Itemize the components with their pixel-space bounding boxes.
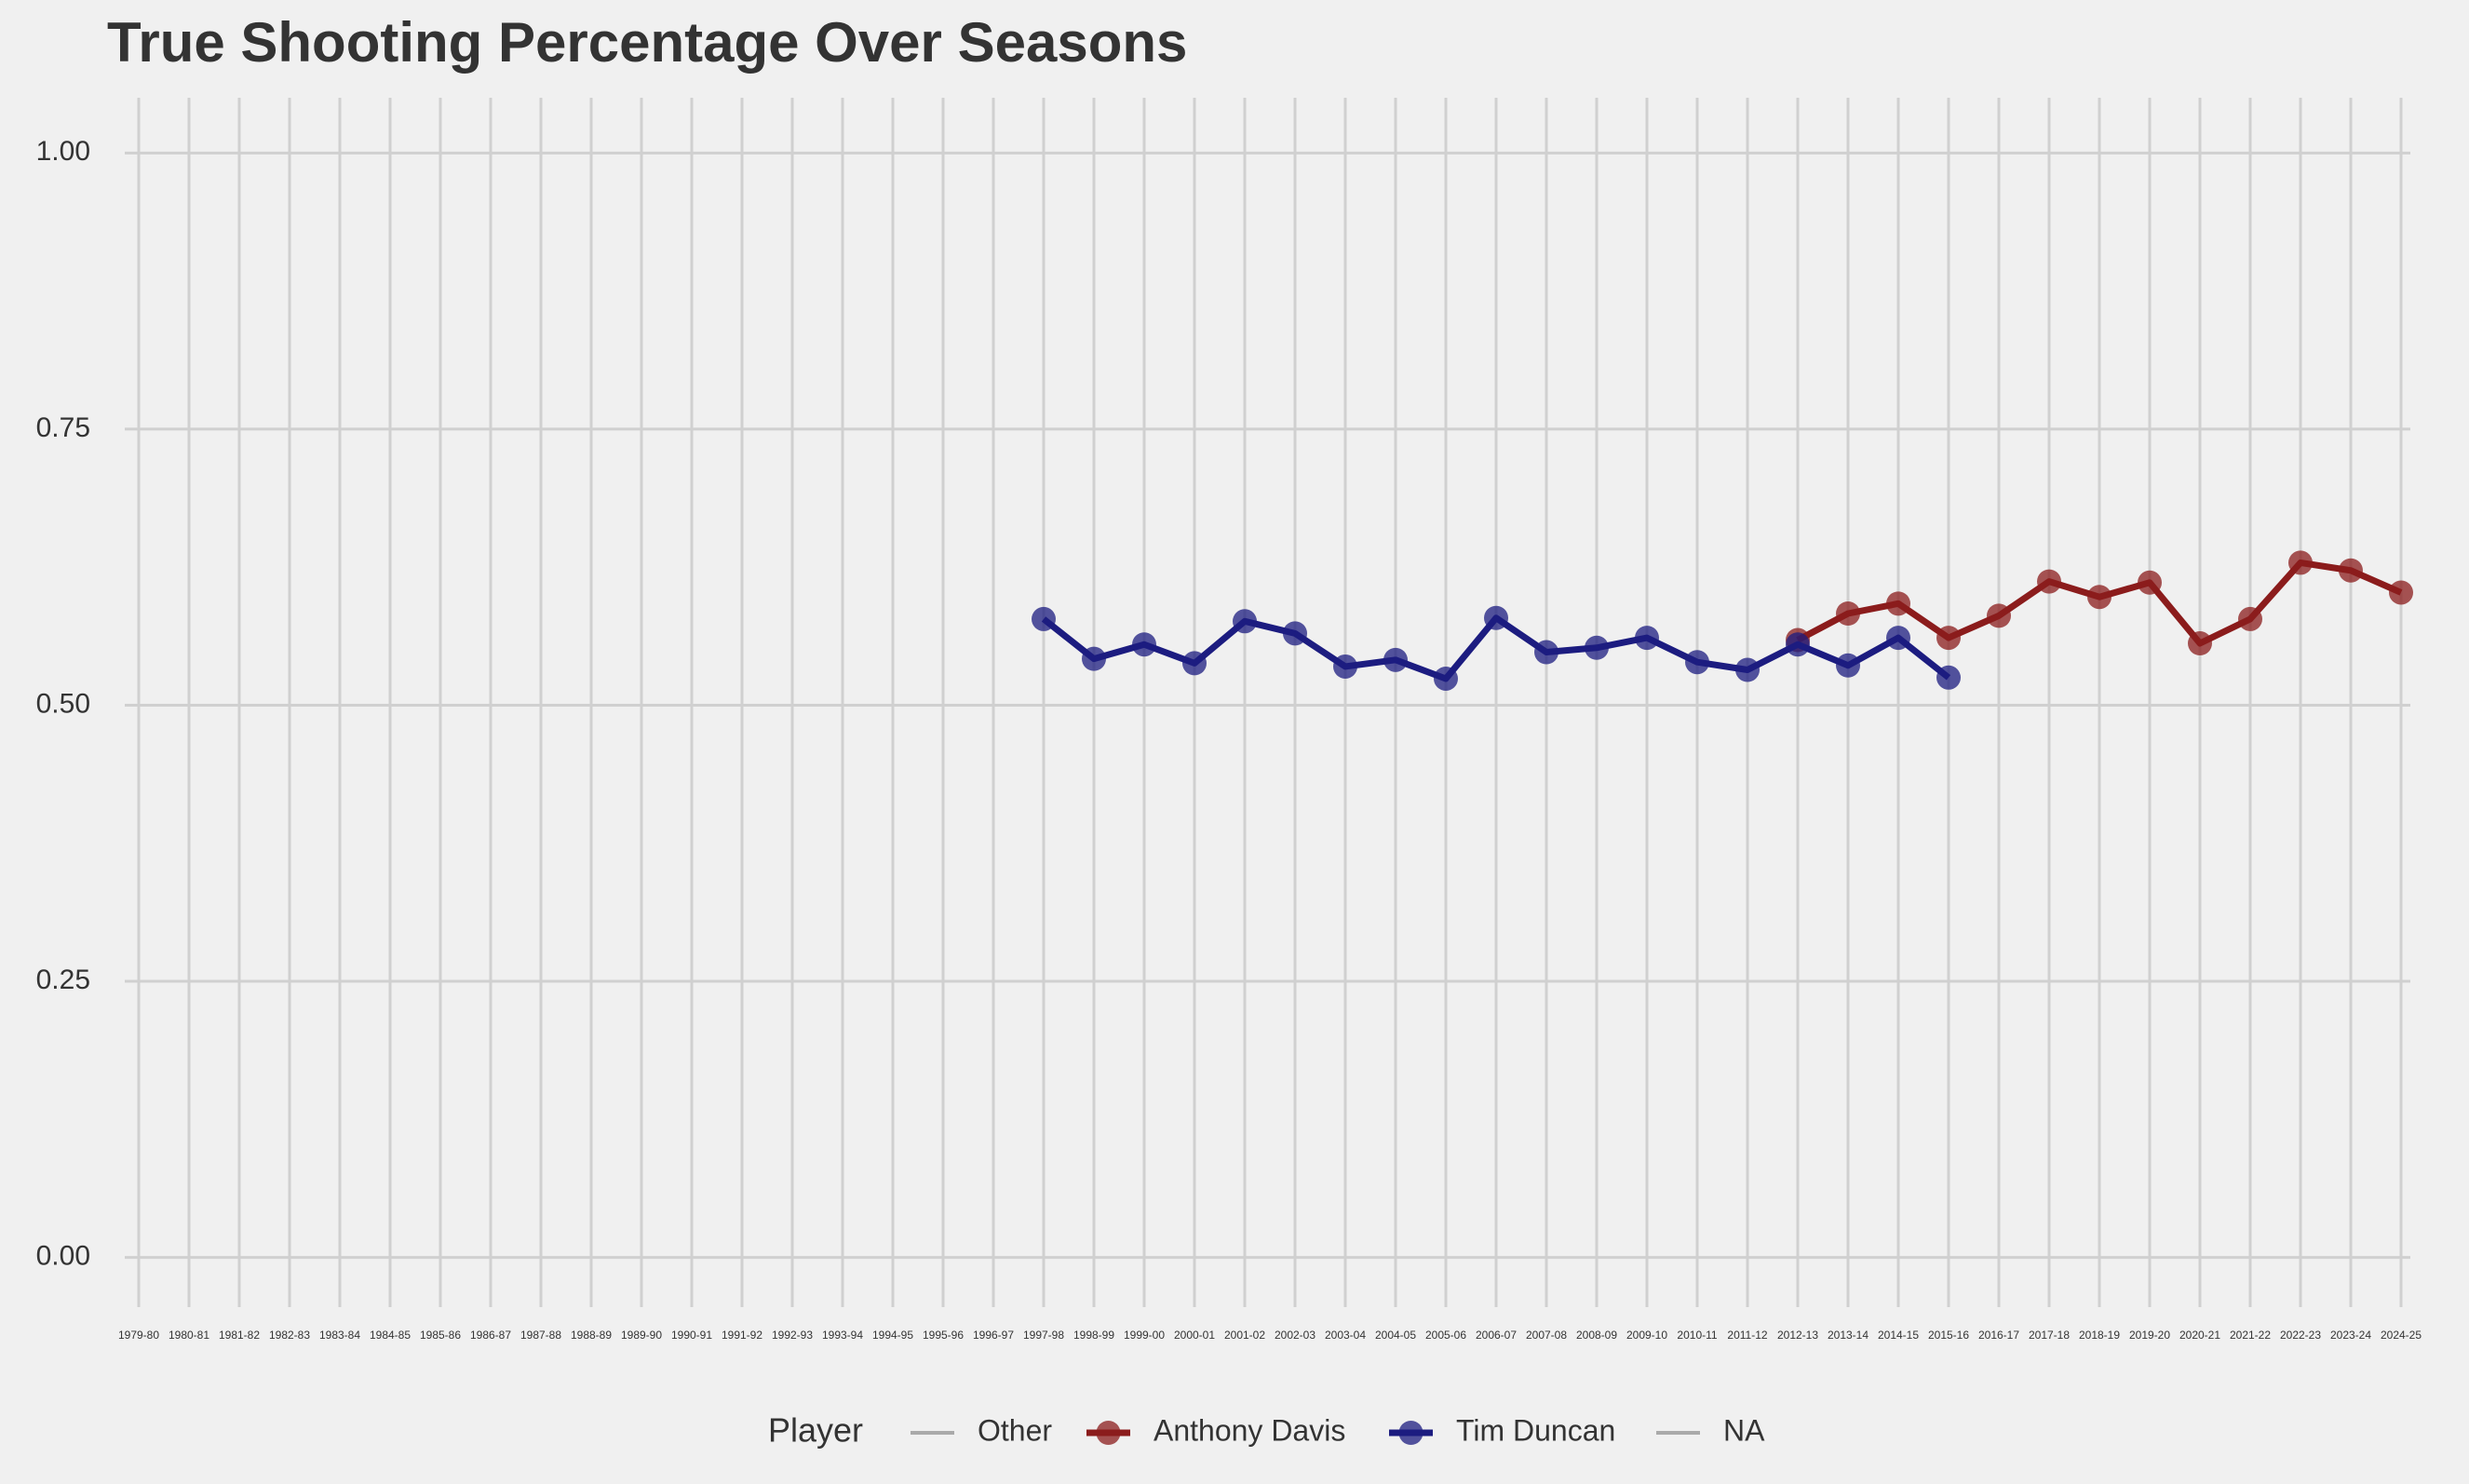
data-point bbox=[1836, 601, 1860, 627]
data-point bbox=[1987, 603, 2011, 628]
y-tick-label: 1.00 bbox=[36, 136, 90, 167]
x-tick-label: 1991-92 bbox=[722, 1329, 762, 1342]
data-point bbox=[1283, 621, 1307, 646]
x-tick-label: 1981-82 bbox=[219, 1329, 260, 1342]
legend-title: Player bbox=[768, 1411, 863, 1450]
x-tick-label: 1994-95 bbox=[872, 1329, 913, 1342]
data-point bbox=[2288, 550, 2313, 575]
x-tick-label: 1979-80 bbox=[118, 1329, 159, 1342]
y-tick-label: 0.25 bbox=[36, 965, 90, 995]
x-tick-label: 2000-01 bbox=[1174, 1329, 1215, 1342]
data-point bbox=[2238, 606, 2262, 631]
x-tick-label: 1990-91 bbox=[671, 1329, 712, 1342]
x-tick-label: 2017-18 bbox=[2029, 1329, 2070, 1342]
x-tick-label: 2002-03 bbox=[1275, 1329, 1315, 1342]
x-tick-label: 2015-16 bbox=[1928, 1329, 1969, 1342]
x-tick-label: 1999-00 bbox=[1124, 1329, 1165, 1342]
x-tick-label: 2016-17 bbox=[1978, 1329, 2019, 1342]
x-tick-label: 2019-20 bbox=[2129, 1329, 2170, 1342]
legend-swatch-point bbox=[1096, 1421, 1121, 1445]
data-point bbox=[1434, 666, 1458, 691]
x-tick-label: 1982-83 bbox=[269, 1329, 310, 1342]
data-point bbox=[1735, 657, 1760, 682]
x-tick-label: 2008-09 bbox=[1576, 1329, 1617, 1342]
x-tick-label: 2023-24 bbox=[2330, 1329, 2371, 1342]
x-tick-label: 2013-14 bbox=[1828, 1329, 1869, 1342]
x-tick-label: 2009-10 bbox=[1626, 1329, 1667, 1342]
data-point bbox=[1534, 640, 1558, 665]
data-point bbox=[1032, 606, 1056, 631]
x-tick-label: 2018-19 bbox=[2079, 1329, 2120, 1342]
x-tick-label: 1993-94 bbox=[822, 1329, 863, 1342]
data-point bbox=[1936, 626, 1961, 651]
data-point bbox=[1886, 626, 1910, 651]
data-point bbox=[2339, 558, 2363, 583]
x-tick-label: 2010-11 bbox=[1677, 1329, 1717, 1342]
x-tick-label: 2004-05 bbox=[1375, 1329, 1416, 1342]
x-tick-label: 1988-89 bbox=[571, 1329, 612, 1342]
x-tick-label: 2005-06 bbox=[1425, 1329, 1466, 1342]
x-tick-label: 2012-13 bbox=[1777, 1329, 1818, 1342]
x-tick-label: 2003-04 bbox=[1325, 1329, 1366, 1342]
marks bbox=[1032, 550, 2413, 691]
x-tick-label: 1980-81 bbox=[169, 1329, 209, 1342]
x-tick-label: 1987-88 bbox=[520, 1329, 561, 1342]
y-tick-label: 0.00 bbox=[36, 1241, 90, 1272]
data-point bbox=[1082, 646, 1106, 671]
legend-label: NA bbox=[1723, 1413, 1765, 1447]
data-point bbox=[1132, 632, 1156, 657]
data-point bbox=[2087, 585, 2111, 610]
x-tick-label: 2020-21 bbox=[2179, 1329, 2220, 1342]
data-point bbox=[1886, 591, 1910, 616]
data-point bbox=[2389, 580, 2413, 605]
data-point bbox=[1635, 626, 1659, 651]
grid: 1979-80 1980-81 1981-82 1982-83 1983-84 1984-… bbox=[36, 98, 2422, 1342]
x-tick-label: 1984-85 bbox=[370, 1329, 411, 1342]
x-tick-label: 1985-86 bbox=[420, 1329, 461, 1342]
x-tick-label: 2006-07 bbox=[1476, 1329, 1517, 1342]
x-tick-label: 1997-98 bbox=[1023, 1329, 1064, 1342]
legend-swatch-point bbox=[1398, 1421, 1423, 1445]
data-point bbox=[1936, 665, 1961, 690]
y-tick-label: 0.75 bbox=[36, 412, 90, 443]
x-tick-label: 1992-93 bbox=[772, 1329, 813, 1342]
x-tick-label: 2021-22 bbox=[2230, 1329, 2271, 1342]
data-point bbox=[1233, 609, 1257, 634]
data-point bbox=[1484, 605, 1508, 630]
data-point bbox=[2037, 569, 2061, 594]
x-tick-label: 1989-90 bbox=[621, 1329, 662, 1342]
x-tick-label: 2011-12 bbox=[1727, 1329, 1767, 1342]
x-tick-label: 2024-25 bbox=[2381, 1329, 2422, 1342]
x-tick-label: 1998-99 bbox=[1073, 1329, 1114, 1342]
data-point bbox=[1333, 654, 1357, 679]
data-point bbox=[1383, 647, 1408, 672]
data-point bbox=[1685, 650, 1709, 675]
data-point bbox=[1836, 653, 1860, 678]
data-point bbox=[1585, 635, 1609, 660]
chart-title: True Shooting Percentage Over Seasons bbox=[107, 11, 1187, 74]
x-tick-label: 1986-87 bbox=[470, 1329, 511, 1342]
y-tick-label: 0.50 bbox=[36, 688, 90, 719]
x-tick-label: 2007-08 bbox=[1526, 1329, 1567, 1342]
legend-label: Other bbox=[978, 1413, 1052, 1447]
x-tick-label: 2022-23 bbox=[2280, 1329, 2321, 1342]
legend-label: Anthony Davis bbox=[1154, 1413, 1345, 1447]
x-tick-label: 1996-97 bbox=[973, 1329, 1014, 1342]
data-point bbox=[1786, 632, 1810, 657]
x-tick-label: 2001-02 bbox=[1224, 1329, 1265, 1342]
data-point bbox=[2138, 570, 2162, 595]
legend-label: Tim Duncan bbox=[1456, 1413, 1615, 1447]
x-tick-label: 1995-96 bbox=[923, 1329, 964, 1342]
x-tick-label: 2014-15 bbox=[1878, 1329, 1919, 1342]
x-tick-label: 1983-84 bbox=[319, 1329, 360, 1342]
data-point bbox=[1182, 651, 1207, 676]
legend: Player Other Anthony Davis Tim Duncan NA bbox=[768, 1411, 1765, 1450]
data-point bbox=[2188, 631, 2212, 656]
